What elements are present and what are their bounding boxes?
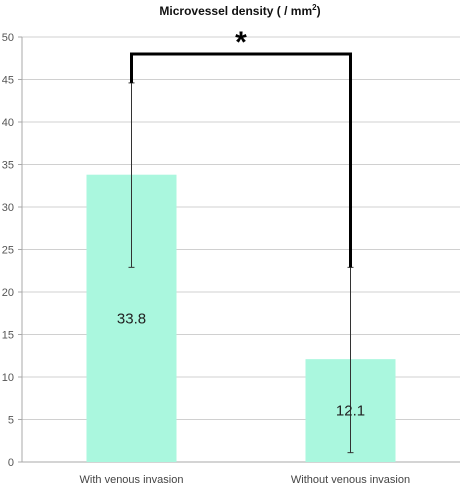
y-tick-label: 25: [2, 245, 14, 257]
y-tick-label: 20: [2, 287, 14, 299]
chart-title-superscript: 2: [312, 3, 317, 12]
significance-annotation: *: [130, 26, 352, 268]
y-tick-label: 45: [2, 75, 14, 87]
y-tick-label: 10: [2, 372, 14, 384]
y-tick-label: 40: [2, 117, 14, 129]
data-labels: 33.8 12.1: [117, 310, 365, 419]
data-label: 12.1: [336, 403, 365, 420]
chart-title-main: Microvessel density ( / mm: [159, 4, 312, 18]
x-tick-label: Without venous invasion: [291, 474, 410, 486]
x-tick-label: With venous invasion: [80, 474, 184, 486]
significance-marker: *: [235, 26, 247, 59]
y-tick-label: 0: [8, 457, 14, 469]
y-tick-label: 5: [8, 415, 14, 427]
y-tick-label: 50: [2, 32, 14, 44]
x-axis-labels: With venous invasion Without venous invas…: [80, 474, 411, 486]
y-tick-label: 30: [2, 202, 14, 214]
chart-title: Microvessel density ( / mm2): [159, 3, 320, 18]
error-bars: [128, 82, 354, 454]
chart-title-close: ): [317, 4, 321, 18]
y-tick-label: 15: [2, 330, 14, 342]
data-label: 33.8: [117, 310, 146, 327]
significance-bracket: [130, 52, 352, 268]
y-tick-label: 35: [2, 160, 14, 172]
